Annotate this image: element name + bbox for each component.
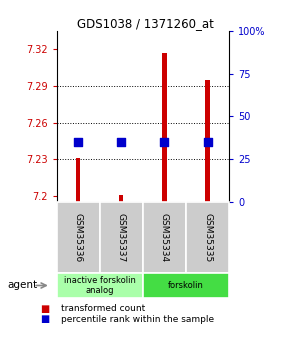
Text: GDS1038 / 1371260_at: GDS1038 / 1371260_at	[77, 17, 213, 30]
Point	[162, 139, 167, 145]
Text: GSM35334: GSM35334	[160, 213, 169, 262]
Bar	[76, 158, 80, 202]
Text: GSM35337: GSM35337	[117, 213, 126, 262]
Text: GSM35335: GSM35335	[203, 213, 212, 262]
Point	[205, 139, 210, 145]
Point	[76, 139, 80, 145]
Point	[119, 139, 124, 145]
Text: agent: agent	[7, 280, 37, 290]
Text: GSM35336: GSM35336	[74, 213, 83, 262]
Text: percentile rank within the sample: percentile rank within the sample	[61, 315, 214, 324]
Text: inactive forskolin
analog: inactive forskolin analog	[64, 276, 136, 295]
Text: forskolin: forskolin	[168, 281, 204, 290]
Bar	[205, 80, 210, 202]
Bar	[119, 195, 124, 202]
Text: ■: ■	[41, 304, 50, 314]
Text: ■: ■	[41, 314, 50, 324]
Text: transformed count: transformed count	[61, 304, 145, 313]
Bar	[162, 53, 166, 202]
